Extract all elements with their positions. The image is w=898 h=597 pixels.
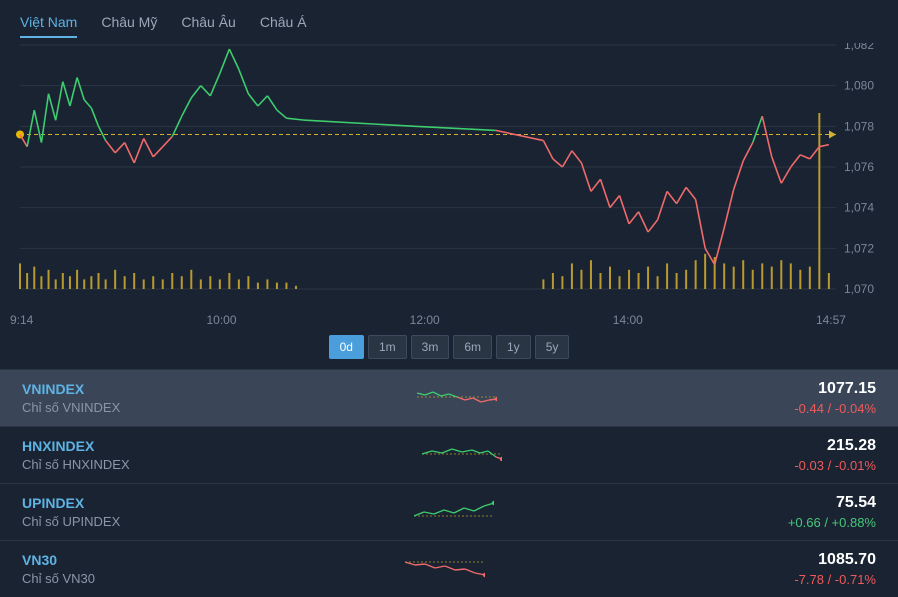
timeframe-5y[interactable]: 5y [535,335,570,359]
tab-1[interactable]: Châu Mỹ [101,8,157,38]
index-row-vn30[interactable]: VN30 Chỉ số VN30 1085.70 -7.78 / -0.71% [0,540,898,597]
index-row-vnindex[interactable]: VNINDEX Chỉ số VNINDEX 1077.15 -0.44 / -0.0… [0,369,898,426]
index-value: 75.54 [788,494,876,512]
index-name: VNINDEX [22,381,120,397]
timeframe-1y[interactable]: 1y [496,335,531,359]
sparkline [414,498,494,526]
svg-text:1,070: 1,070 [844,282,874,296]
x-label-2: 12:00 [410,313,440,327]
region-tabs: Việt Nam Châu Mỹ Châu Âu Châu Á [0,0,898,38]
index-change: -0.03 / -0.01% [794,458,876,473]
index-value: 1085.70 [794,551,876,569]
timeframe-6m[interactable]: 6m [453,335,492,359]
tab-3[interactable]: Châu Á [260,8,307,38]
x-axis: 9:14 10:00 12:00 14:00 14:57 [10,313,846,327]
index-change: -0.44 / -0.04% [794,401,876,416]
timeframe-3m[interactable]: 3m [411,335,450,359]
index-desc: Chỉ số VNINDEX [22,400,120,415]
index-name: VN30 [22,552,95,568]
sparkline [417,384,497,412]
index-name: UPINDEX [22,495,120,511]
svg-text:1,076: 1,076 [844,160,874,174]
x-label-4: 14:57 [816,313,846,327]
index-change: -7.78 / -0.71% [794,572,876,587]
svg-text:1,080: 1,080 [844,79,874,93]
x-label-0: 9:14 [10,313,33,327]
svg-text:1,082: 1,082 [844,43,874,52]
index-name: HNXINDEX [22,438,130,454]
tab-2[interactable]: Châu Âu [181,8,235,38]
index-row-upindex[interactable]: UPINDEX Chỉ số UPINDEX 75.54 +0.66 / +0.88% [0,483,898,540]
timeframe-1m[interactable]: 1m [368,335,407,359]
x-label-3: 14:00 [613,313,643,327]
index-change: +0.66 / +0.88% [788,515,876,530]
sparkline [405,555,485,583]
index-row-hnxindex[interactable]: HNXINDEX Chỉ số HNXINDEX 215.28 -0.03 / -0.… [0,426,898,483]
svg-text:1,078: 1,078 [844,119,874,133]
index-value: 215.28 [794,437,876,455]
index-list: VNINDEX Chỉ số VNINDEX 1077.15 -0.44 / -0.0… [0,369,898,597]
timeframe-0d[interactable]: 0d [329,335,364,359]
timeframe-selector: 0d1m3m6m1y5y [0,335,898,359]
sparkline [422,441,502,469]
index-desc: Chỉ số UPINDEX [22,514,120,529]
x-label-1: 10:00 [206,313,236,327]
svg-text:1,074: 1,074 [844,201,874,215]
index-value: 1077.15 [794,380,876,398]
index-desc: Chỉ số VN30 [22,571,95,586]
tab-0[interactable]: Việt Nam [20,8,77,38]
index-desc: Chỉ số HNXINDEX [22,457,130,472]
price-chart: 1,070 1,072 1,074 1,076 1,078 1,080 1,082 [10,43,888,313]
svg-text:1,072: 1,072 [844,241,874,255]
